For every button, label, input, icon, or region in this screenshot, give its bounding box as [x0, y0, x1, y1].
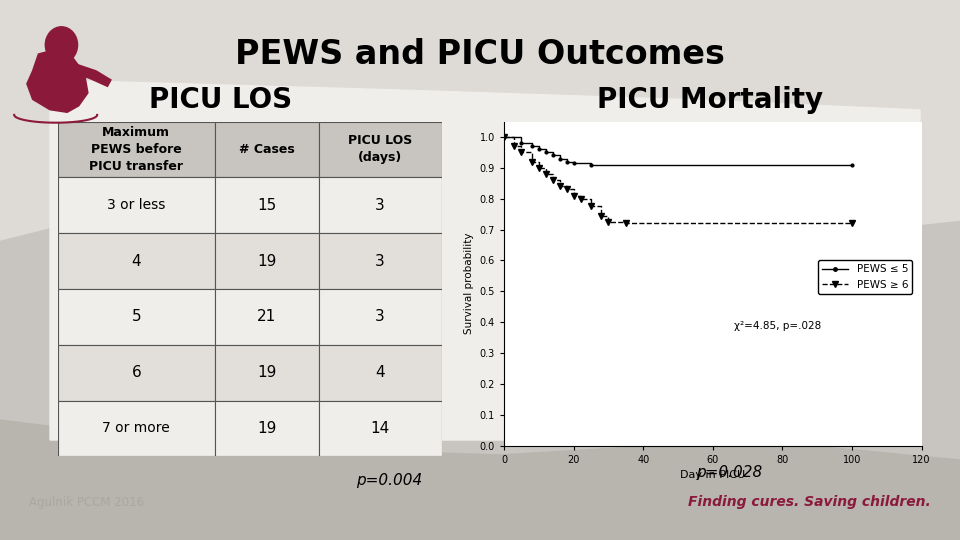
Text: 14: 14 — [371, 421, 390, 436]
Text: Finding cures. Saving children.: Finding cures. Saving children. — [688, 495, 931, 509]
FancyBboxPatch shape — [58, 122, 215, 177]
Text: # Cases: # Cases — [239, 143, 295, 156]
Text: 3: 3 — [375, 309, 385, 325]
Text: 21: 21 — [257, 309, 276, 325]
Text: 7 or more: 7 or more — [103, 421, 170, 435]
FancyBboxPatch shape — [215, 289, 319, 345]
Polygon shape — [27, 50, 88, 112]
Polygon shape — [69, 63, 111, 86]
Text: 3: 3 — [375, 253, 385, 268]
Text: 15: 15 — [257, 198, 276, 213]
Polygon shape — [0, 0, 960, 270]
FancyBboxPatch shape — [58, 401, 215, 456]
Text: 5: 5 — [132, 309, 141, 325]
Text: 6: 6 — [132, 365, 141, 380]
Polygon shape — [50, 80, 920, 440]
FancyBboxPatch shape — [319, 289, 442, 345]
Text: p=0.028: p=0.028 — [696, 465, 763, 480]
Text: 19: 19 — [257, 421, 276, 436]
Text: χ²=4.85, p=.028: χ²=4.85, p=.028 — [733, 321, 821, 331]
Text: PICU LOS
(days): PICU LOS (days) — [348, 134, 412, 164]
FancyBboxPatch shape — [58, 177, 215, 233]
Polygon shape — [0, 420, 960, 540]
Y-axis label: Survival probability: Survival probability — [464, 233, 474, 334]
FancyBboxPatch shape — [215, 233, 319, 289]
X-axis label: Day in PICU: Day in PICU — [681, 470, 745, 480]
FancyBboxPatch shape — [319, 122, 442, 177]
FancyBboxPatch shape — [319, 233, 442, 289]
Text: PICU Mortality: PICU Mortality — [597, 86, 824, 114]
Text: Maximum
PEWS before
PICU transfer: Maximum PEWS before PICU transfer — [89, 126, 183, 173]
Legend: PEWS ≤ 5, PEWS ≥ 6: PEWS ≤ 5, PEWS ≥ 6 — [818, 260, 912, 294]
FancyBboxPatch shape — [215, 177, 319, 233]
FancyBboxPatch shape — [319, 177, 442, 233]
FancyBboxPatch shape — [58, 289, 215, 345]
FancyBboxPatch shape — [319, 345, 442, 401]
FancyBboxPatch shape — [319, 401, 442, 456]
FancyBboxPatch shape — [58, 345, 215, 401]
Text: 4: 4 — [375, 365, 385, 380]
Text: 3: 3 — [375, 198, 385, 213]
Text: PEWS and PICU Outcomes: PEWS and PICU Outcomes — [235, 38, 725, 71]
FancyBboxPatch shape — [215, 401, 319, 456]
FancyBboxPatch shape — [58, 233, 215, 289]
Ellipse shape — [45, 27, 78, 63]
Text: Agulnik PCCM 2016: Agulnik PCCM 2016 — [29, 496, 144, 509]
Text: 19: 19 — [257, 253, 276, 268]
FancyBboxPatch shape — [215, 122, 319, 177]
Text: 19: 19 — [257, 365, 276, 380]
Text: 3 or less: 3 or less — [108, 198, 165, 212]
Text: PICU LOS: PICU LOS — [149, 86, 293, 114]
Text: p=0.004: p=0.004 — [356, 472, 422, 488]
Text: 4: 4 — [132, 253, 141, 268]
FancyBboxPatch shape — [215, 345, 319, 401]
